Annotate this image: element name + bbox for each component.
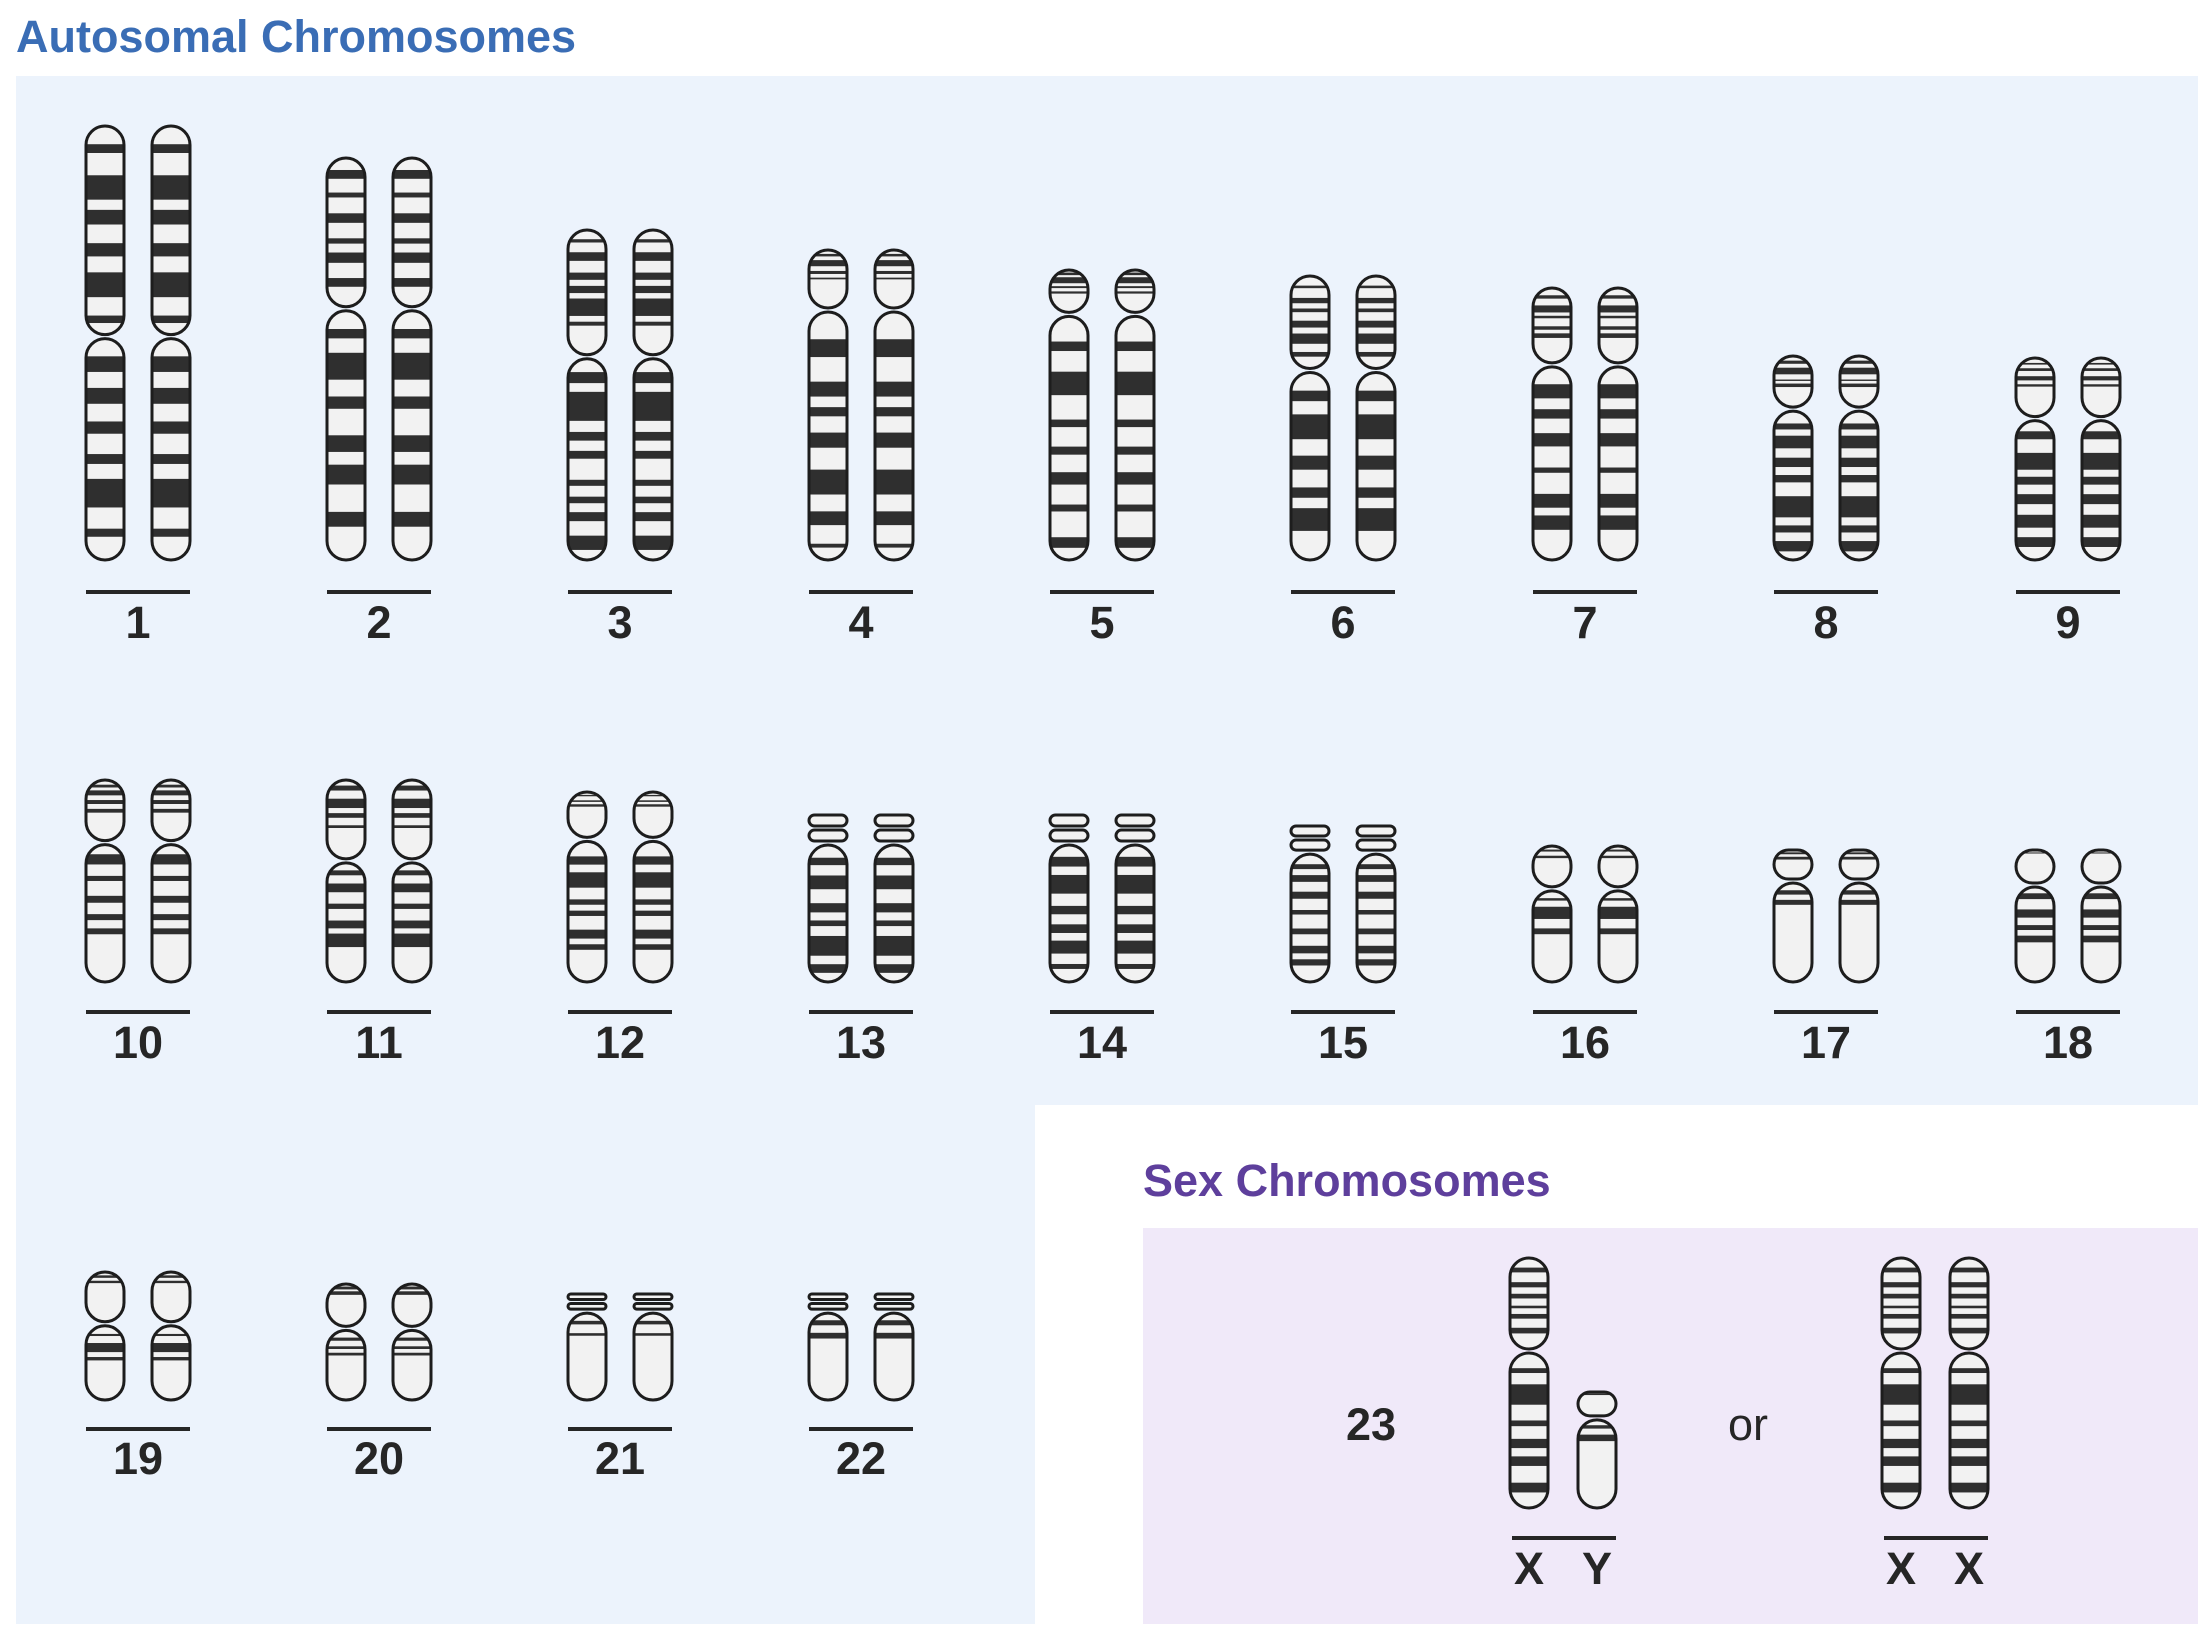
x-label-female-a: X [1886, 1543, 1916, 1594]
chromosome-label: 19 [113, 1433, 163, 1484]
chromosome-label: 18 [2043, 1017, 2093, 1068]
chromosome-15-a [1289, 824, 1331, 984]
chromosome-label: 16 [1560, 1017, 1610, 1068]
chromosome-label: 3 [607, 597, 632, 648]
chromosome-label: 4 [848, 597, 873, 648]
chromosome-11-a [325, 778, 367, 984]
chromosome-19-b [150, 1270, 192, 1402]
chromosome-2-b [391, 156, 433, 562]
chromosome-1-a [84, 124, 126, 562]
chromosome-6-a [1289, 274, 1331, 562]
pair-23-label: 23 [1346, 1399, 1396, 1450]
chromosome-2-a [325, 156, 367, 562]
chromosome-label: 6 [1330, 597, 1355, 648]
chromosome-10-b [150, 778, 192, 984]
chromosome-label: 22 [836, 1433, 886, 1484]
x-label-female-b: X [1954, 1543, 1984, 1594]
chromosome-label: 20 [354, 1433, 404, 1484]
chromosome-8-b [1838, 354, 1880, 562]
chromosome-7-b [1597, 286, 1639, 562]
chromosome-16-a [1531, 844, 1573, 984]
chromosome-20-b [391, 1282, 433, 1402]
chromosome-9-b [2080, 356, 2122, 562]
chromosome-13-a [807, 813, 849, 984]
chromosome-label: 7 [1572, 597, 1597, 648]
chromosome-18-a [2014, 848, 2056, 984]
chromosome-18-b [2080, 848, 2122, 984]
chromosome-label: 15 [1318, 1017, 1368, 1068]
chromosome-label: 1 [125, 597, 150, 648]
or-label: or [1728, 1399, 1768, 1450]
chromosome-8-a [1772, 354, 1814, 562]
chromosome-22-a [807, 1292, 849, 1402]
chromosome-label: 21 [595, 1433, 645, 1484]
chromosome-22-b [873, 1292, 915, 1402]
chromosome-x-male [1508, 1256, 1550, 1510]
chromosome-label: 2 [366, 597, 391, 648]
chromosome-17-b [1838, 848, 1880, 984]
chromosome-14-a [1048, 813, 1090, 984]
chromosome-19-a [84, 1270, 126, 1402]
chromosome-label: 5 [1089, 597, 1114, 648]
chromosome-label: 12 [595, 1017, 645, 1068]
chromosome-7-a [1531, 286, 1573, 562]
autosomal-title: Autosomal Chromosomes [16, 11, 577, 62]
chromosome-1-b [150, 124, 192, 562]
chromosome-5-b [1114, 268, 1156, 562]
chromosome-x-female-a [1880, 1256, 1922, 1510]
chromosome-label: 17 [1801, 1017, 1851, 1068]
chromosome-y [1576, 1390, 1618, 1510]
chromosome-label: 11 [355, 1017, 403, 1068]
chromosome-label: 10 [113, 1017, 163, 1068]
chromosome-10-a [84, 778, 126, 984]
chromosome-14-b [1114, 813, 1156, 984]
chromosome-16-b [1597, 844, 1639, 984]
chromosome-15-b [1355, 824, 1397, 984]
sex-chromosome-panel [1143, 1228, 2198, 1624]
chromosome-17-a [1772, 848, 1814, 984]
x-label-male: X [1514, 1543, 1544, 1594]
chromosome-label: 14 [1077, 1017, 1127, 1068]
chromosome-21-a [566, 1292, 608, 1402]
chromosome-label: 8 [1813, 597, 1838, 648]
chromosome-20-a [325, 1282, 367, 1402]
chromosome-12-b [632, 790, 674, 984]
chromosome-6-b [1355, 274, 1397, 562]
y-label: Y [1582, 1543, 1612, 1594]
chromosome-5-a [1048, 268, 1090, 562]
chromosome-3-a [566, 228, 608, 562]
chromosome-9-a [2014, 356, 2056, 562]
chromosome-label: 13 [836, 1017, 886, 1068]
chromosome-4-a [807, 248, 849, 562]
chromosome-13-b [873, 813, 915, 984]
chromosome-12-a [566, 790, 608, 984]
chromosome-4-b [873, 248, 915, 562]
sex-chromosomes-title: Sex Chromosomes [1143, 1155, 1551, 1206]
chromosome-21-b [632, 1292, 674, 1402]
chromosome-x-female-b [1948, 1256, 1990, 1510]
chromosome-label: 9 [2055, 597, 2080, 648]
chromosome-11-b [391, 778, 433, 984]
chromosome-3-b [632, 228, 674, 562]
